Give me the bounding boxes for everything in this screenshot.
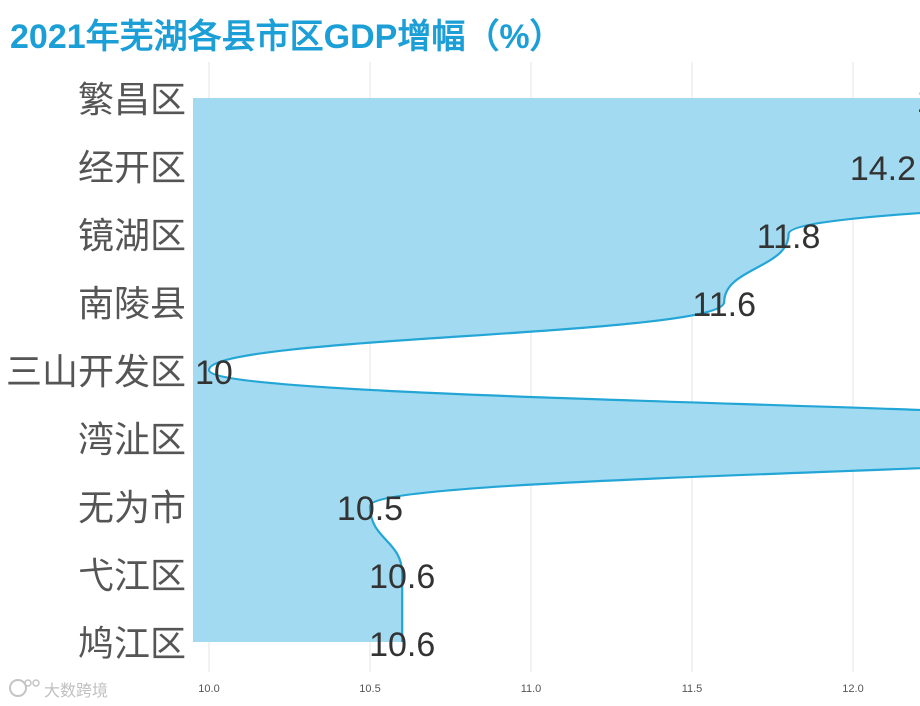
series-line [207, 211, 920, 642]
watermark: 大数跨境 [9, 679, 108, 700]
data-label: 10.5 [337, 490, 403, 528]
x-tick-label: 11.0 [521, 683, 542, 695]
x-tick-label: 10.5 [359, 683, 380, 695]
category-label: 三山开发区 [6, 352, 186, 393]
chart-title: 2021年芜湖各县市区GDP增幅（%） [10, 17, 564, 56]
data-labels: 12.314.211.811.61013.310.510.610.6 [195, 82, 920, 664]
data-label: 10.6 [369, 558, 435, 596]
area-fill [193, 98, 920, 642]
data-label: 11.6 [692, 286, 756, 324]
x-tick-label: 10.0 [198, 683, 219, 695]
data-label: 10.6 [369, 626, 435, 664]
category-label: 鸠江区 [78, 624, 186, 665]
watermark-text: 大数跨境 [44, 681, 108, 700]
data-label: 12.3 [917, 82, 920, 120]
category-label: 湾沚区 [78, 420, 186, 461]
watermark-logo-dot-icon [24, 679, 32, 687]
x-tick-label: 11.5 [682, 683, 703, 695]
x-axis: 10.010.511.011.512.012.513.013.514.0 [198, 683, 863, 695]
watermark-logo-icon [9, 679, 27, 697]
data-label: 10 [195, 354, 233, 392]
category-label: 南陵县 [78, 284, 186, 325]
category-label: 无为市 [78, 488, 186, 529]
x-tick-label: 12.0 [842, 683, 863, 695]
category-label: 经开区 [78, 148, 186, 189]
category-label: 镜湖区 [78, 216, 186, 257]
data-label: 14.2 [850, 150, 916, 188]
category-label: 弋江区 [78, 556, 186, 597]
data-label: 11.8 [757, 218, 821, 256]
watermark-logo-dot-icon [32, 679, 40, 687]
category-label: 繁昌区 [78, 80, 186, 121]
